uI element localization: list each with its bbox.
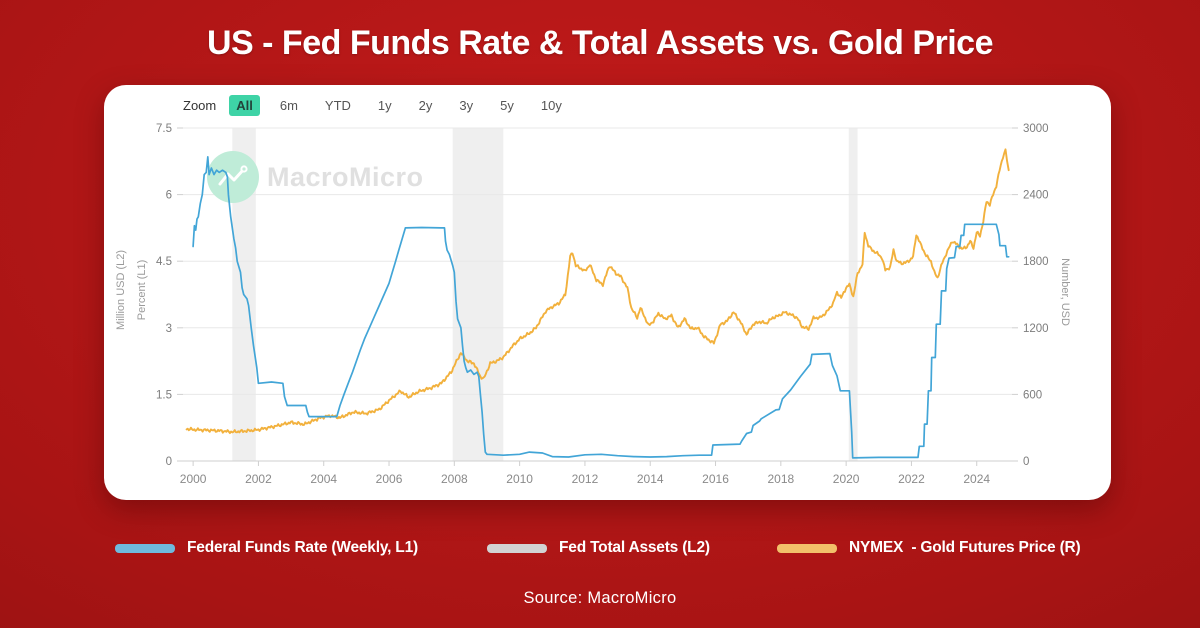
source-caption: Source: MacroMicro bbox=[523, 589, 677, 607]
legend-item: Federal Funds Rate (Weekly, L1) bbox=[115, 536, 418, 560]
zoom-toolbar: Zoom All 6m YTD 1y 2y 3y 5y 10y bbox=[183, 94, 569, 116]
legend-item: NYMEX - Gold Futures Price (R) bbox=[777, 536, 1081, 560]
x-axis-tick-label: 2008 bbox=[441, 472, 468, 486]
legend-swatch-icon bbox=[487, 543, 547, 553]
recession-band bbox=[452, 128, 504, 461]
zoom-range-button-ytd[interactable]: YTD bbox=[318, 95, 358, 116]
x-axis-tick-label: 2020 bbox=[833, 472, 860, 486]
left-axis-tick-label: 7.5 bbox=[156, 123, 172, 135]
x-axis-tick-label: 2004 bbox=[310, 472, 337, 486]
zoom-range-button-all[interactable]: All bbox=[229, 94, 260, 116]
left-axis-title-million-usd: Million USD (L2) bbox=[115, 250, 127, 330]
watermark-brand-text: MacroMicro bbox=[267, 162, 424, 192]
zoom-range-button-3y[interactable]: 3y bbox=[452, 95, 480, 116]
page-title: US - Fed Funds Rate & Total Assets vs. G… bbox=[206, 24, 994, 62]
x-axis-tick-label: 2000 bbox=[180, 472, 207, 486]
right-axis-tick-label: 2400 bbox=[1023, 190, 1049, 202]
left-axis-tick-label: 3 bbox=[166, 323, 172, 335]
zoom-range-button-5y[interactable]: 5y bbox=[493, 95, 521, 116]
right-axis-tick-label: 0 bbox=[1023, 456, 1029, 468]
right-axis-tick-label: 3000 bbox=[1023, 123, 1049, 135]
chart-plot-area[interactable]: 0 1.5 3 4.5 6 7.5 0 600 1200 1800 2400 3000 MacroMic… bbox=[104, 85, 1111, 500]
x-axis-tick-label: 2014 bbox=[637, 472, 664, 486]
zoom-range-button-10y[interactable]: 10y bbox=[534, 95, 569, 116]
x-axis-tick-label: 2010 bbox=[506, 472, 533, 486]
right-axis-tick-label: 1200 bbox=[1023, 323, 1049, 335]
left-axis-tick-label: 6 bbox=[166, 190, 172, 202]
legend-label: NYMEX - Gold Futures Price (R) bbox=[849, 539, 1081, 556]
x-axis-tick-label: 2022 bbox=[898, 472, 925, 486]
zoom-range-button-2y[interactable]: 2y bbox=[412, 95, 440, 116]
right-axis-title-number-usd: Number, USD bbox=[1059, 258, 1071, 326]
left-axis-tick-label: 4.5 bbox=[156, 256, 172, 268]
series-line-fed-funds bbox=[192, 156, 1010, 459]
right-axis-tick-label: 600 bbox=[1023, 389, 1042, 401]
chart-legend: Federal Funds Rate (Weekly, L1) Fed Total… bbox=[0, 536, 1200, 562]
zoom-range-button-6m[interactable]: 6m bbox=[273, 95, 305, 116]
left-axis-tick-label: 0 bbox=[166, 456, 172, 468]
macromicro-watermark: MacroMicro bbox=[207, 151, 424, 203]
legend-item: Fed Total Assets (L2) bbox=[487, 536, 710, 560]
legend-label: Federal Funds Rate (Weekly, L1) bbox=[187, 539, 418, 556]
x-axis-tick-label: 2006 bbox=[376, 472, 403, 486]
x-axis-tick-label: 2002 bbox=[245, 472, 272, 486]
x-axis-tick-label: 2024 bbox=[963, 472, 990, 486]
chart-card: 0 1.5 3 4.5 6 7.5 0 600 1200 1800 2400 3000 MacroMic… bbox=[104, 85, 1111, 500]
zoom-label: Zoom bbox=[183, 97, 217, 113]
x-axis-tick-label: 2018 bbox=[767, 472, 794, 486]
right-axis-tick-label: 1800 bbox=[1023, 256, 1049, 268]
x-axis-tick-label: 2016 bbox=[702, 472, 729, 486]
zoom-range-button-1y[interactable]: 1y bbox=[371, 95, 399, 116]
logo-zigzag-icon bbox=[218, 167, 246, 186]
legend-label: Fed Total Assets (L2) bbox=[559, 539, 710, 556]
x-axis-tick-label: 2012 bbox=[572, 472, 599, 486]
legend-swatch-icon bbox=[115, 543, 175, 553]
left-axis-tick-label: 1.5 bbox=[156, 389, 172, 401]
left-axis-title-percent: Percent (L1) bbox=[136, 260, 148, 321]
legend-swatch-icon bbox=[777, 543, 837, 553]
logo-dot-icon bbox=[240, 165, 248, 173]
